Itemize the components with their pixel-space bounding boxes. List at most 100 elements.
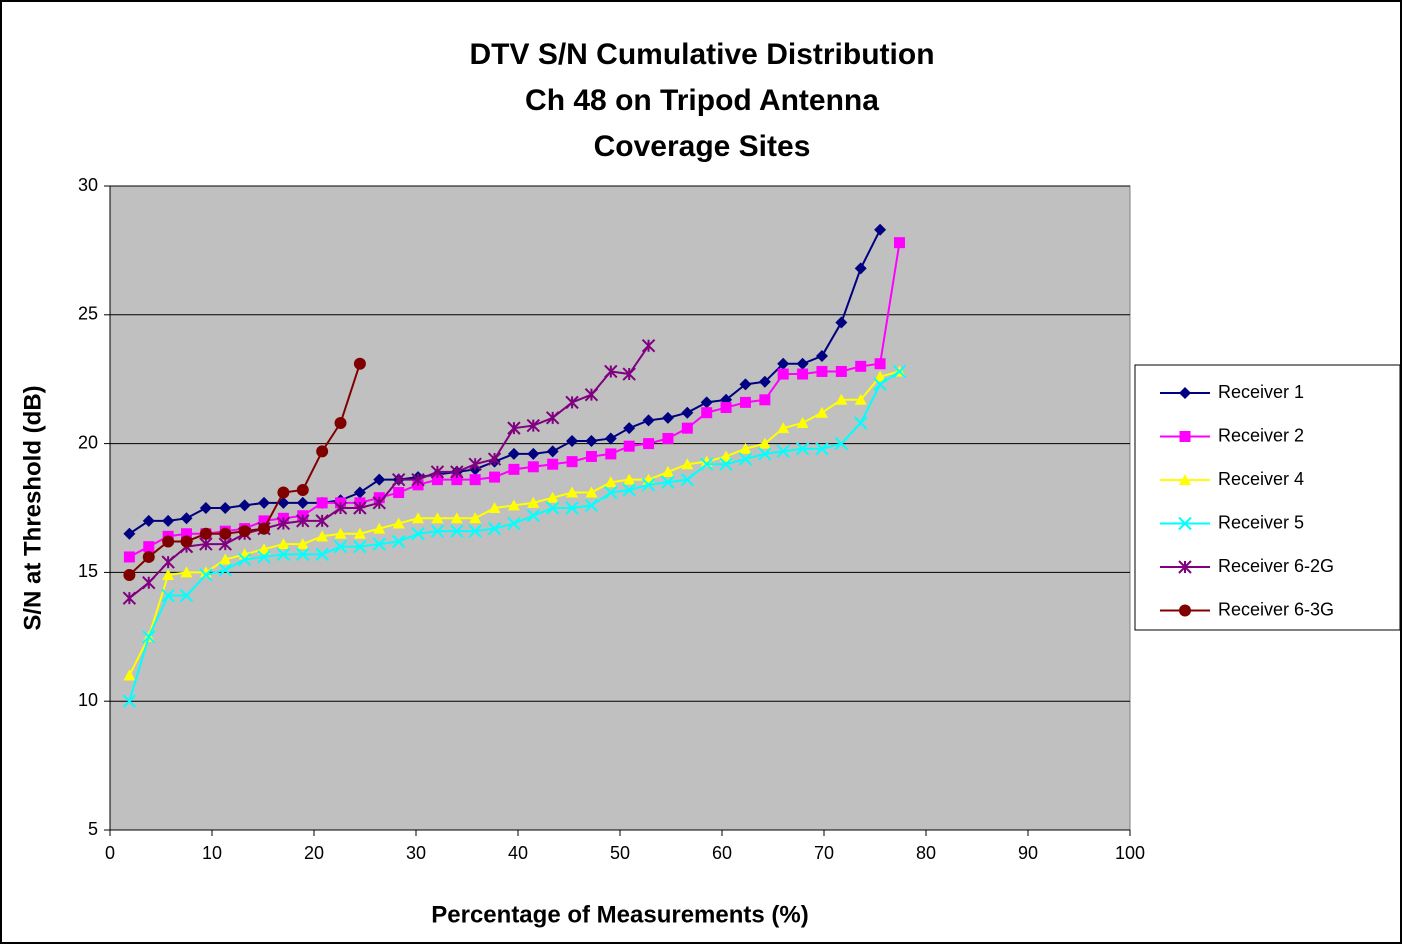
legend-marker bbox=[1179, 431, 1191, 442]
data-point bbox=[391, 534, 406, 549]
data-point bbox=[622, 483, 636, 497]
data-point bbox=[258, 515, 270, 527]
data-point bbox=[508, 463, 520, 475]
data-point bbox=[758, 447, 772, 461]
y-tick-label: 25 bbox=[78, 304, 98, 324]
data-point bbox=[584, 387, 599, 402]
data-point bbox=[835, 393, 848, 405]
data-point bbox=[162, 568, 175, 580]
data-point bbox=[180, 566, 193, 578]
data-point bbox=[162, 535, 175, 548]
data-point bbox=[296, 483, 309, 496]
plot-area bbox=[109, 185, 1131, 831]
data-point bbox=[431, 512, 444, 524]
data-point bbox=[219, 502, 232, 514]
legend bbox=[1134, 364, 1401, 631]
data-point bbox=[584, 498, 599, 513]
data-point bbox=[142, 630, 156, 644]
data-point bbox=[758, 375, 771, 388]
data-point bbox=[450, 465, 464, 479]
data-point bbox=[219, 553, 232, 565]
x-tick-label: 90 bbox=[1018, 843, 1038, 863]
data-point bbox=[334, 416, 347, 429]
data-point bbox=[738, 452, 753, 466]
data-point bbox=[545, 501, 560, 515]
data-point bbox=[179, 588, 194, 603]
data-point bbox=[661, 465, 674, 477]
x-tick-label: 70 bbox=[814, 843, 834, 863]
data-point bbox=[142, 514, 155, 527]
data-point bbox=[276, 516, 291, 531]
data-point bbox=[604, 364, 618, 379]
data-point bbox=[777, 357, 790, 370]
y-tick-label: 20 bbox=[78, 432, 98, 452]
chart-title: Coverage Sites bbox=[594, 130, 811, 163]
data-point bbox=[526, 418, 541, 433]
data-point bbox=[681, 422, 693, 434]
x-tick-label: 40 bbox=[508, 843, 528, 863]
data-point bbox=[526, 509, 541, 523]
y-tick-label: 10 bbox=[78, 690, 98, 710]
data-point bbox=[122, 694, 137, 708]
legend-marker bbox=[1178, 516, 1192, 531]
data-point bbox=[450, 512, 463, 524]
data-point bbox=[258, 543, 271, 555]
data-point bbox=[623, 422, 636, 435]
legend-label: Receiver 1 bbox=[1218, 382, 1304, 402]
data-point bbox=[604, 476, 617, 488]
data-point bbox=[643, 438, 655, 450]
data-point bbox=[219, 527, 232, 540]
data-point bbox=[296, 496, 309, 509]
data-point bbox=[815, 350, 828, 363]
data-point bbox=[739, 396, 751, 408]
data-point bbox=[585, 450, 597, 462]
legend-label: Receiver 6-3G bbox=[1218, 599, 1334, 619]
data-point bbox=[777, 368, 789, 380]
data-point bbox=[372, 537, 386, 551]
data-point bbox=[585, 435, 598, 448]
data-point bbox=[430, 465, 445, 479]
data-point bbox=[276, 547, 291, 562]
data-point bbox=[701, 407, 713, 419]
data-point bbox=[507, 421, 521, 435]
data-point bbox=[489, 471, 501, 483]
data-point bbox=[237, 552, 252, 567]
data-point bbox=[143, 541, 155, 553]
data-point bbox=[796, 416, 809, 428]
x-tick-label: 50 bbox=[610, 843, 630, 863]
x-tick-label: 80 bbox=[916, 843, 936, 863]
data-point bbox=[451, 474, 463, 486]
data-point bbox=[700, 396, 713, 409]
data-point bbox=[391, 472, 406, 487]
data-point bbox=[854, 262, 867, 275]
x-tick-label: 30 bbox=[406, 843, 426, 863]
y-tick-label: 5 bbox=[88, 819, 98, 839]
data-point bbox=[411, 472, 425, 487]
data-point bbox=[507, 447, 520, 460]
data-point bbox=[469, 512, 482, 524]
data-point bbox=[605, 448, 617, 460]
x-tick-label: 10 bbox=[202, 843, 222, 863]
legend-marker bbox=[1179, 387, 1191, 399]
data-point bbox=[854, 393, 867, 405]
data-point bbox=[373, 522, 386, 534]
data-point bbox=[450, 524, 464, 538]
legend-label: Receiver 5 bbox=[1218, 512, 1304, 532]
data-point bbox=[142, 550, 155, 563]
data-point bbox=[199, 527, 212, 540]
data-point bbox=[604, 485, 618, 500]
data-point bbox=[334, 527, 347, 539]
data-point bbox=[392, 517, 405, 529]
data-point bbox=[739, 442, 752, 454]
data-point bbox=[835, 316, 848, 329]
data-point bbox=[353, 486, 366, 499]
data-point bbox=[258, 496, 271, 509]
data-point bbox=[604, 432, 617, 445]
data-point bbox=[720, 402, 732, 414]
data-point bbox=[393, 487, 405, 499]
data-point bbox=[373, 473, 386, 486]
data-point bbox=[546, 491, 559, 503]
data-point bbox=[622, 367, 636, 381]
data-point bbox=[257, 550, 271, 564]
